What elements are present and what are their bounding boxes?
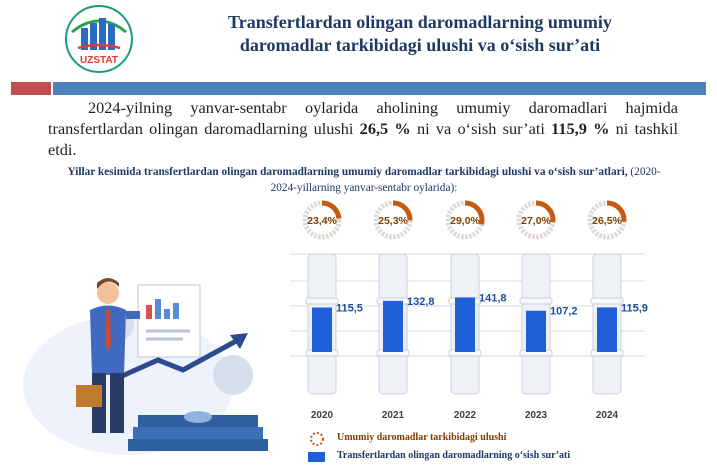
subtitle-rest: (2020-2024-yillarning yanvar-sentabr oyl… bbox=[270, 166, 661, 194]
donut-bg bbox=[305, 203, 339, 237]
donut-label-2021: 25,3% bbox=[378, 215, 408, 227]
money-stack-icon bbox=[128, 411, 268, 451]
page-title: Transfertlardan olingan daromadlarning u… bbox=[150, 11, 690, 57]
donut-2021 bbox=[373, 200, 413, 240]
subtitle-bold: Yillar kesimida transfertlardan olingan … bbox=[67, 166, 628, 178]
donut-bg bbox=[519, 203, 553, 237]
businessman-figure bbox=[76, 278, 140, 433]
donut-bg bbox=[590, 203, 624, 237]
intro-part-2: ni va o‘sish sur’ati bbox=[410, 119, 552, 138]
legend-item-growth: Transfertlardan olingan daromadlarning o… bbox=[307, 450, 570, 467]
donut-label-2024: 26,5% bbox=[592, 215, 622, 227]
bar-label-2021: 132,8 bbox=[407, 296, 435, 308]
donut-bg bbox=[376, 203, 410, 237]
logo-text: UZSTAT bbox=[80, 55, 118, 66]
donut-2020 bbox=[302, 200, 342, 240]
column-ring bbox=[590, 297, 624, 305]
bar-label-2020: 115,5 bbox=[336, 303, 363, 315]
growth-arrow-icon bbox=[111, 337, 240, 383]
legend-share-icon bbox=[310, 432, 324, 446]
presentation-board-icon bbox=[137, 284, 201, 358]
header-divider-red bbox=[11, 82, 51, 95]
year-label-2022: 2022 bbox=[454, 410, 477, 421]
bar-label-2022: 141,8 bbox=[479, 292, 507, 304]
column-ring bbox=[519, 297, 553, 305]
year-label-2023: 2023 bbox=[525, 410, 548, 421]
legend-growth-icon bbox=[308, 452, 325, 462]
intro-part-1: 2024-yilning yanvar-sentabr oylarida aho… bbox=[48, 98, 678, 138]
briefcase-icon bbox=[76, 385, 102, 407]
column-ring bbox=[305, 297, 339, 305]
bar-2022 bbox=[455, 297, 475, 352]
header-divider-blue bbox=[53, 82, 706, 95]
uzstat-logo: UZSTAT bbox=[65, 5, 133, 73]
intro-growth: 115,9 % bbox=[551, 119, 610, 138]
donut-2023 bbox=[516, 200, 556, 240]
bar-2021 bbox=[383, 300, 403, 352]
chart-area: 115,5 23,4% 2020 132,8 25,3% 2021 141,8 29,0% 20… bbox=[290, 200, 648, 421]
donut-2024 bbox=[587, 200, 627, 240]
bar-2020 bbox=[312, 307, 332, 352]
year-label-2020: 2020 bbox=[311, 410, 334, 421]
donut-track bbox=[302, 200, 342, 240]
bar-2023 bbox=[526, 310, 546, 352]
donut-label-2020: 23,4% bbox=[307, 215, 337, 227]
intro-paragraph: 2024-yilning yanvar-sentabr oylarida aho… bbox=[48, 97, 678, 160]
legend-share-label: Umumiy daromadlar tarkibidagi ulushi bbox=[337, 432, 507, 443]
donut-label-2022: 29,0% bbox=[450, 215, 480, 227]
donut-label-2023: 27,0% bbox=[521, 215, 551, 227]
title-line-2: daromadlar tarkibidagi ulushi va o‘sish … bbox=[239, 35, 601, 55]
year-label-2021: 2021 bbox=[382, 410, 405, 421]
legend-growth-label: Transfertlardan olingan daromadlarning o… bbox=[337, 450, 571, 461]
donut-2022 bbox=[445, 200, 485, 240]
intro-share: 26,5 % bbox=[359, 119, 411, 138]
bar-2024 bbox=[597, 307, 617, 352]
title-line-1: Transfertlardan olingan daromadlarning u… bbox=[228, 12, 612, 32]
bar-label-2023: 107,2 bbox=[550, 306, 578, 318]
intro-part-3: ni tashkil etdi. bbox=[48, 119, 678, 159]
businessman-illustration bbox=[23, 278, 268, 455]
chart-subtitle: Yillar kesimida transfertlardan olingan … bbox=[55, 164, 673, 196]
year-label-2024: 2024 bbox=[596, 410, 619, 421]
donut-bg bbox=[448, 203, 482, 237]
bar-label-2024: 115,9 bbox=[621, 302, 648, 314]
legend-item-share: Umumiy daromadlar tarkibidagi ulushi bbox=[307, 432, 506, 449]
